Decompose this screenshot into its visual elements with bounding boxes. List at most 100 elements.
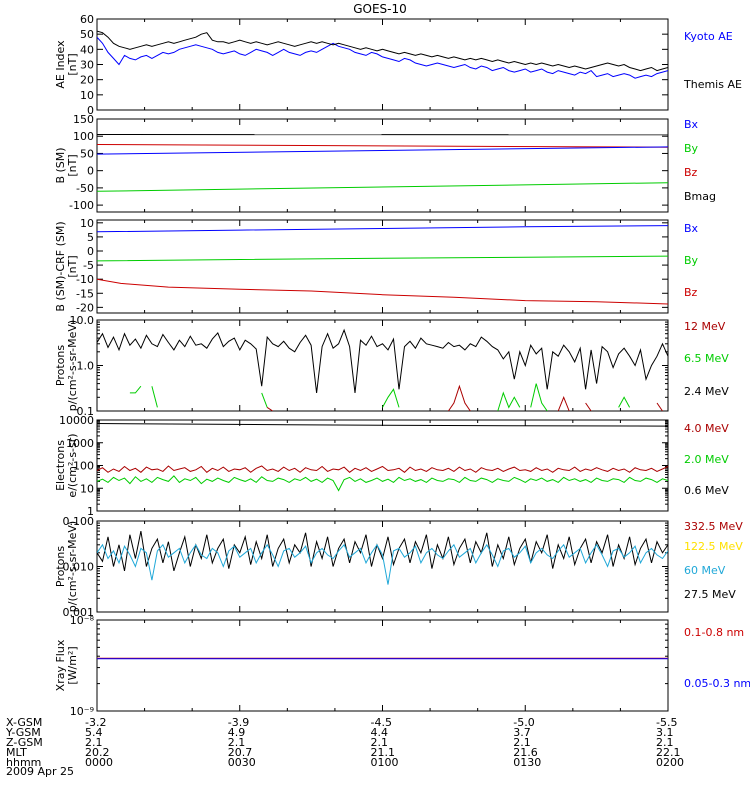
footer-label-z-gsm: Z-GSM: [6, 736, 43, 749]
series-by: [97, 255, 668, 262]
footer-label-y-gsm: Y-GSM: [6, 726, 41, 739]
footer-value: -5.0: [513, 716, 535, 729]
y-tick-label: 10000: [59, 414, 94, 427]
footer-value: 2.1: [513, 736, 531, 749]
legend-bmag: Bmag: [684, 190, 716, 203]
y-tick-label: -10: [76, 273, 94, 286]
legend-27-5-mev: 27.5 MeV: [684, 588, 736, 601]
footer-value: 2.1: [656, 736, 674, 749]
footer-value: 3.7: [513, 726, 531, 739]
legend-by: By: [684, 142, 699, 155]
legend-122-5-mev: 122.5 MeV: [684, 540, 743, 553]
y-axis-label: AE Index[nT]: [54, 40, 79, 89]
footer-value: 20.7: [227, 746, 253, 759]
legend-332-5-mev: 332.5 MeV: [684, 520, 743, 533]
y-tick-label: 50: [80, 28, 94, 41]
panel-2: -100 -50 0 50 100 150 B (SM)[nT] Bx By Bz Bmag: [54, 113, 716, 213]
y-tick-label: 10.0: [70, 314, 95, 327]
y-tick-label: -100: [69, 199, 94, 212]
y-tick-label: 0: [87, 165, 94, 178]
footer-label-mlt: MLT: [6, 746, 27, 759]
footer-value: 21.1: [370, 746, 396, 759]
footer-value: 4.4: [370, 726, 389, 739]
y-tick-label: 0.001: [63, 606, 95, 619]
series-bx: [97, 225, 668, 233]
footer-value: 0000: [85, 756, 113, 769]
series-themis-ae: [97, 30, 668, 72]
series-bz: [97, 278, 668, 305]
series-2-0-mev: [97, 475, 668, 492]
legend-themis-ae: Themis AE: [683, 78, 742, 91]
legend-12-mev: 12 MeV: [684, 320, 726, 333]
y-axis-label: Protonsp/(cm²-s-sr-MeV): [54, 320, 79, 411]
legend-by: By: [684, 254, 699, 267]
legend-60-mev: 60 MeV: [684, 564, 726, 577]
panel-frame: [96, 619, 669, 712]
panel-7: 10⁻⁹ 10⁻⁸ Xray Flux[W/m²] 0.1-0.8 nm 0.05-0.…: [54, 614, 750, 718]
y-tick-label: 0: [87, 245, 94, 258]
y-tick-label: 1: [87, 505, 94, 518]
series-0-6-mev: [97, 423, 668, 427]
footer-value: 5.4: [85, 726, 103, 739]
series-12-mev: [266, 384, 663, 411]
panel-frame: [96, 18, 669, 111]
legend-bz: Bz: [684, 166, 698, 179]
y-tick-label: 20: [80, 74, 94, 87]
y-tick-label: 50: [80, 147, 94, 160]
footer-label-hhmm: hhmm: [6, 756, 42, 769]
footer-value: 2.1: [227, 736, 246, 749]
panel-frame: [96, 219, 669, 314]
y-axis-label: B (SM)[nT]: [54, 147, 79, 183]
series-bx: [97, 146, 668, 155]
footer-label-x-gsm: X-GSM: [6, 716, 43, 729]
series-bz: [97, 144, 668, 148]
y-tick-label: 0.100: [63, 515, 95, 528]
footer-value: -4.5: [370, 716, 392, 729]
panel-1: 0 10 20 30 40 50 60 AE Index[nT] Kyoto AE Themis …: [54, 13, 742, 117]
footer-value: 4.9: [227, 726, 246, 739]
y-tick-label: -50: [76, 182, 94, 195]
legend-kyoto-ae: Kyoto AE: [684, 30, 733, 43]
footer-value: -5.5: [656, 716, 678, 729]
chart-title: GOES-10: [353, 2, 407, 16]
series-2-4-mev: [97, 328, 668, 393]
legend-bx: Bx: [684, 118, 699, 131]
legend-0-6-mev: 0.6 MeV: [684, 484, 729, 497]
footer-value: 21.6: [513, 746, 538, 759]
footer-value: -3.9: [227, 716, 250, 729]
y-axis-label: Xray Flux[W/m²]: [54, 639, 79, 691]
footer-value: 0200: [656, 756, 684, 769]
y-tick-label: 150: [73, 113, 94, 126]
series-4-0-mev: [97, 465, 668, 473]
footer-value: 0030: [227, 756, 256, 769]
y-tick-label: 5: [87, 231, 94, 244]
y-tick-label: 40: [80, 43, 94, 56]
y-tick-label: 10: [80, 217, 94, 230]
footer-value: 0130: [513, 756, 542, 769]
y-tick-label: 10: [80, 482, 94, 495]
footer-value: 0100: [370, 756, 399, 769]
y-tick-label: 0: [87, 104, 94, 117]
y-axis-label: B (SM)-CRF (SM)[nT]: [54, 221, 79, 311]
y-tick-label: 60: [80, 13, 94, 26]
y-tick-label: 30: [80, 59, 94, 72]
y-tick-label: 1.0: [77, 360, 95, 373]
y-axis-label: Electronse/(cm²-s-sr): [54, 433, 79, 497]
series-60-mev: [97, 543, 668, 585]
panel-frame: [96, 118, 669, 213]
footer-value: -3.2: [85, 716, 107, 729]
y-tick-label: -5: [83, 259, 94, 272]
y-tick-label: 10⁻⁹: [70, 705, 94, 718]
footer-value: 3.1: [656, 726, 674, 739]
footer-value: 20.2: [85, 746, 110, 759]
series-6-5-mev: [129, 383, 631, 411]
y-tick-label: 1000: [66, 437, 94, 450]
series-27-5-mev: [97, 531, 668, 572]
panel-frame: [96, 520, 669, 613]
y-tick-label: -15: [76, 287, 94, 300]
footer-value: 2.1: [85, 736, 103, 749]
